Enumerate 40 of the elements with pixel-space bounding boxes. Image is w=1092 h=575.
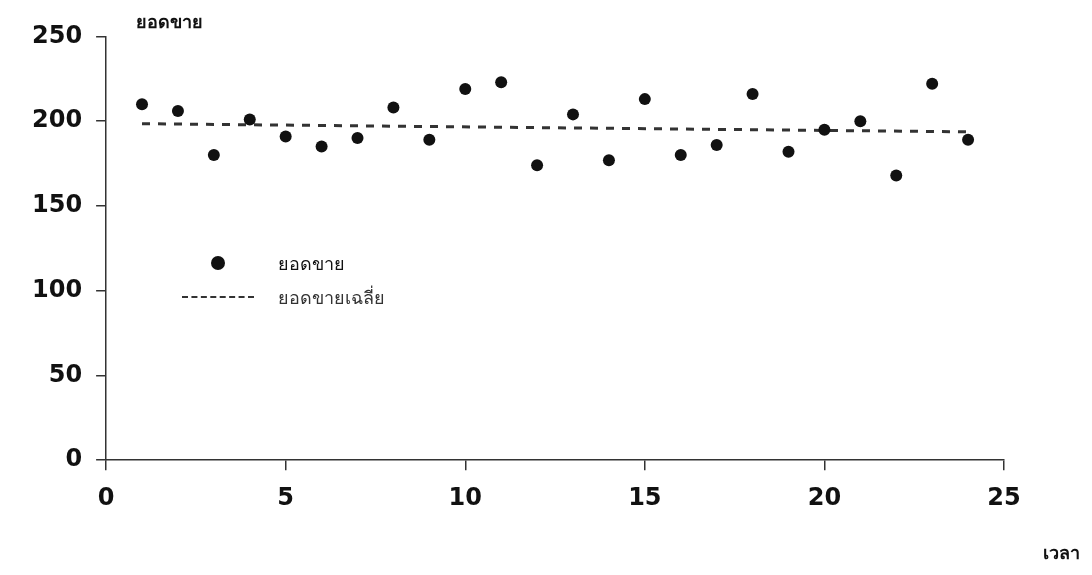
point [926,77,939,90]
point [710,138,723,151]
point [495,76,508,89]
point [351,132,364,145]
point [746,88,759,101]
point [387,101,400,114]
point [171,104,184,117]
x-tick-label: 0 [97,482,115,511]
point [782,145,795,158]
x-tick-label: 20 [807,482,842,511]
y-axis-title: ยอดขาย [136,11,204,33]
point [567,108,580,121]
point [818,123,831,136]
point [674,149,687,162]
y-tick-label: 50 [48,359,83,388]
x-tick-label: 15 [628,482,662,511]
y-tick-label: 100 [31,274,83,303]
x-axis-title: เวลา [1043,541,1080,563]
point [602,154,615,167]
text: ยอดขาย [278,251,345,276]
point [279,130,292,143]
point [423,133,436,146]
point [136,98,149,111]
legend-label: ยอดขายเฉลี่ย [278,284,385,310]
y-tick-label: 0 [65,444,83,473]
point [854,115,867,128]
y-tick-label: 250 [31,20,83,49]
x-tick-label: 25 [987,482,1021,511]
point [638,93,651,106]
point [531,159,544,172]
point [962,133,975,146]
y-tick-label: 200 [31,105,83,134]
point [315,140,328,153]
point [243,113,256,126]
y-tick-label: 150 [31,190,83,219]
x-tick-label: 10 [448,482,482,511]
point [459,82,472,95]
point [890,169,903,182]
point [207,149,220,162]
x-tick-label: 5 [277,482,295,511]
